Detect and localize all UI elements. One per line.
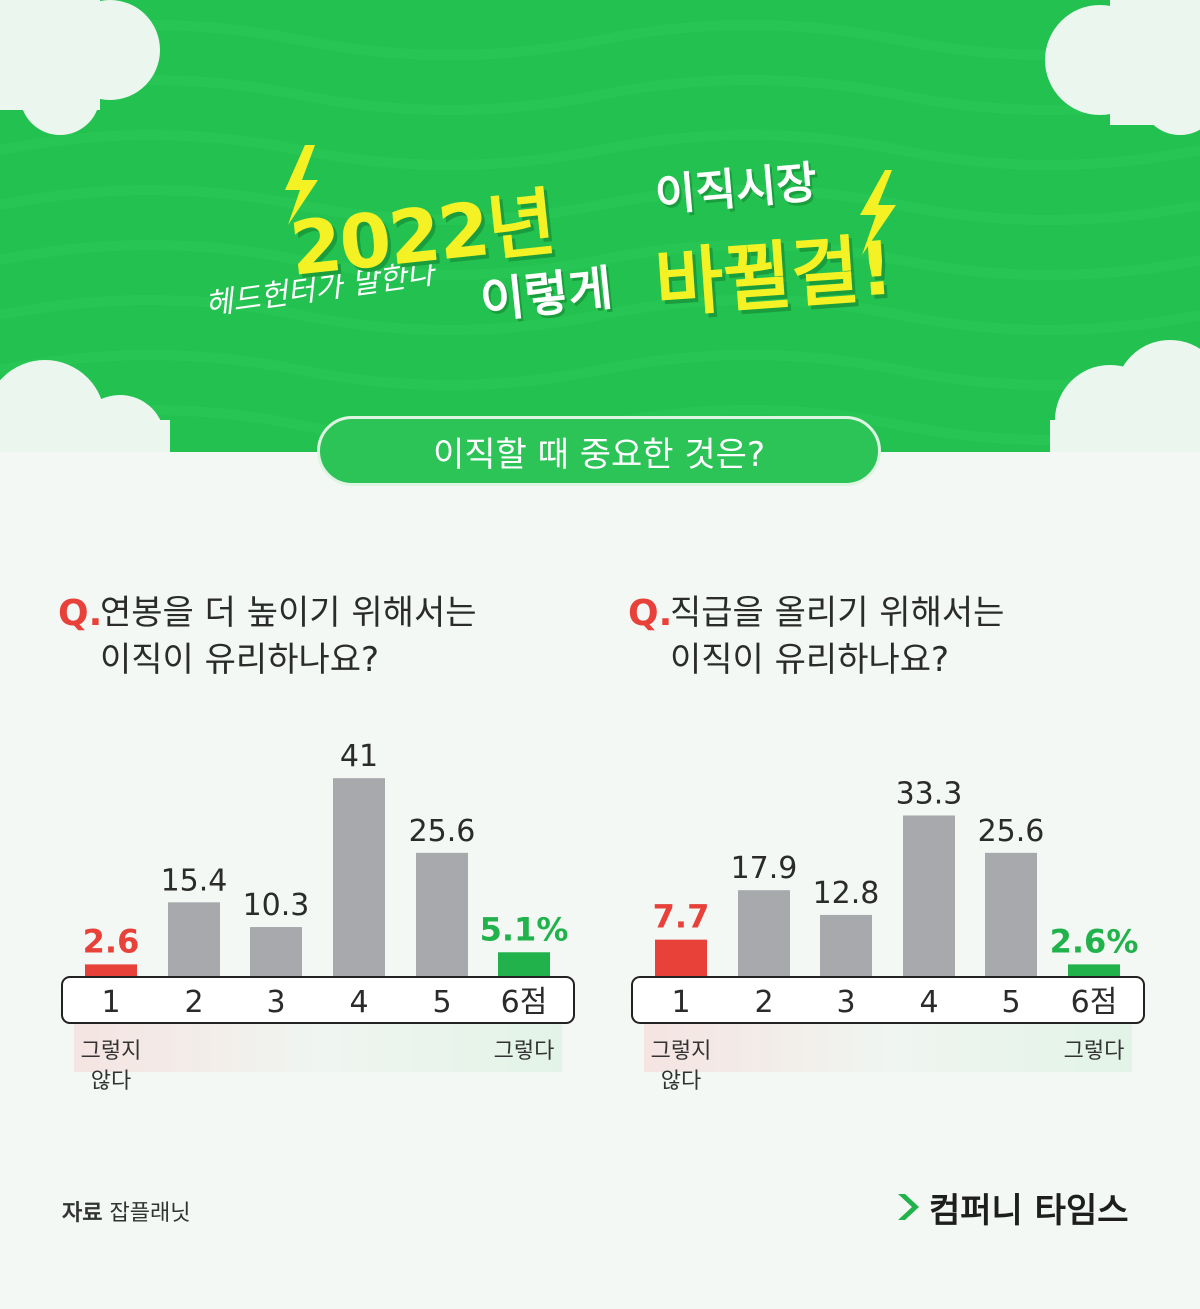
cloud-top-right (1045, 0, 1200, 135)
q-mark: Q. (58, 593, 103, 634)
tick-label: 2 (754, 985, 773, 1020)
data-label: 25.6 (409, 814, 476, 849)
bar (985, 852, 1037, 977)
data-label: 25.6 (978, 814, 1045, 849)
axis-box (61, 976, 575, 1024)
tick-label: 4 (919, 985, 938, 1020)
tick-label: 3 (836, 985, 855, 1020)
tick-label: 1 (101, 985, 120, 1020)
tick-label: 4 (349, 985, 368, 1020)
source-note: 자료 잡플래닛 (62, 1195, 190, 1227)
data-label: 41 (340, 739, 378, 774)
low-end-label: 않다 (661, 1069, 701, 1094)
tick-label: 3 (266, 985, 285, 1020)
bar (333, 778, 385, 977)
bar (738, 890, 790, 977)
bar (416, 852, 468, 977)
tick-label: 6점 (501, 985, 548, 1020)
lightning-icon (285, 145, 318, 225)
logo-text: 컴퍼니 타임스 (929, 1190, 1129, 1231)
cloud-bottom-left (0, 360, 170, 452)
tick-label: 1 (671, 985, 690, 1020)
q-mark: Q. (628, 593, 673, 634)
question-line-2: 이직이 유리하나요? (670, 640, 950, 680)
high-end-label: 그렇다 (1064, 1039, 1125, 1064)
data-label: 10.3 (243, 888, 310, 923)
tick-label: 5 (1001, 985, 1020, 1020)
topic-pill: 이직할 때 중요한 것은? (317, 416, 881, 486)
data-label: 2.6% (1050, 922, 1139, 960)
lightning-icon (860, 170, 896, 255)
wave-pattern (0, 0, 1200, 452)
header-banner: 헤드헌터가 말한다 2022년 이직시장 이렇게 바뀔걸! (0, 0, 1200, 452)
data-label: 7.7 (653, 898, 710, 936)
axis-shade (74, 1024, 562, 1072)
company-logo: 컴퍼니 타임스 (895, 1185, 1129, 1231)
cloud-bottom-right (1050, 340, 1200, 452)
bar (1068, 964, 1120, 977)
question-line-1: 직급을 올리기 위해서는 (670, 593, 1005, 633)
low-end-label: 그렇지 (651, 1039, 712, 1064)
axis-shade (644, 1024, 1132, 1072)
bar (85, 964, 137, 977)
data-label: 5.1% (480, 910, 569, 948)
data-label: 15.4 (161, 863, 228, 898)
question-line-1: 연봉을 더 높이기 위해서는 (100, 593, 477, 633)
bar (655, 939, 707, 977)
data-label: 12.8 (813, 876, 880, 911)
question-line-2: 이직이 유리하나요? (100, 640, 380, 680)
bar (168, 902, 220, 977)
axis-box (631, 976, 1145, 1024)
high-end-label: 그렇다 (494, 1039, 555, 1064)
bar (903, 815, 955, 977)
bar (250, 927, 302, 977)
source-label: 자료 (62, 1201, 103, 1226)
low-end-label: 않다 (91, 1069, 131, 1094)
question-right: Q. 직급을 올리기 위해서는 이직이 유리하나요? (628, 590, 1005, 684)
data-label: 17.9 (731, 851, 798, 886)
source-name: 잡플래닛 (109, 1201, 191, 1226)
bar (820, 914, 872, 977)
tick-label: 2 (184, 985, 203, 1020)
question-left: Q. 연봉을 더 높이기 위해서는 이직이 유리하나요? (58, 590, 477, 684)
bar (498, 952, 550, 977)
tick-label: 6점 (1071, 985, 1118, 1020)
data-label: 2.6 (83, 922, 140, 960)
tick-label: 5 (432, 985, 451, 1020)
data-label: 33.3 (896, 776, 963, 811)
cloud-top-left (0, 0, 160, 135)
low-end-label: 그렇지 (81, 1039, 142, 1064)
chevron-right-icon (898, 1194, 919, 1220)
